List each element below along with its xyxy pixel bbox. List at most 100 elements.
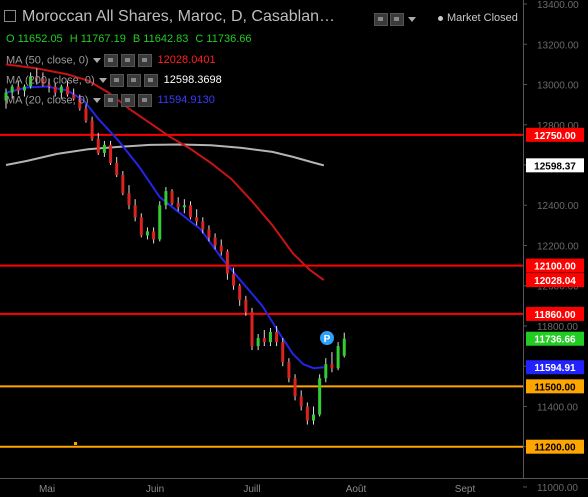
- candle-body: [96, 138, 100, 153]
- pivot-marker-label: P: [324, 334, 331, 345]
- ma20-legend[interactable]: MA (20, close, 0) 11594.9130: [6, 94, 215, 107]
- level-price-label: 11860.00: [534, 310, 576, 321]
- candle-body: [41, 78, 45, 85]
- open-value: O 11652.05: [6, 33, 63, 45]
- series-price-label: 12598.37: [534, 161, 576, 172]
- candle-body: [318, 378, 322, 415]
- candle-body: [305, 406, 309, 421]
- candle-body: [312, 414, 315, 421]
- y-tick-label: 13000.00: [537, 81, 579, 92]
- candle-body: [256, 338, 260, 347]
- series-price-label-bg: [526, 331, 584, 346]
- eye-icon[interactable]: [374, 13, 388, 27]
- candle-body: [268, 332, 272, 343]
- chevron-down-icon[interactable]: [92, 58, 101, 63]
- close-icon[interactable]: [137, 54, 152, 67]
- candle-body: [139, 217, 143, 236]
- eye-icon[interactable]: [103, 94, 118, 107]
- close-icon[interactable]: [137, 94, 152, 107]
- candle-body: [90, 120, 94, 139]
- candle-body: [336, 346, 340, 369]
- level-price-label-bg: [526, 127, 584, 142]
- settings-icon[interactable]: [126, 74, 141, 87]
- candle-body: [133, 205, 137, 218]
- y-tick-label: 12200.00: [537, 241, 579, 252]
- ma20-label: MA (20, close, 0): [6, 94, 89, 107]
- candle-body: [238, 285, 242, 300]
- settings-icon[interactable]: [120, 54, 135, 67]
- candle-body: [342, 338, 346, 356]
- ma200-legend[interactable]: MA (200, close, 0) 12598.3698: [6, 74, 222, 87]
- candle-body: [109, 144, 113, 163]
- y-tick-label: 12800.00: [537, 121, 579, 132]
- candle-body: [47, 84, 51, 87]
- level-price-label-bg: [526, 258, 584, 273]
- candle-body: [201, 221, 205, 230]
- y-tick-label: 11400.00: [537, 402, 578, 413]
- candle-body: [53, 86, 57, 93]
- settings-icon[interactable]: [120, 94, 135, 107]
- y-tick-label: 12400.00: [537, 201, 579, 212]
- candle-body: [84, 108, 88, 121]
- close-icon[interactable]: [143, 74, 158, 87]
- level-price-label: 11200.00: [534, 443, 576, 454]
- candle-body: [59, 86, 63, 93]
- candle-body: [72, 94, 76, 99]
- ma20-value: 11594.9130: [157, 94, 215, 107]
- candle-body: [275, 332, 279, 343]
- title-controls: [372, 11, 416, 29]
- candle-body: [225, 251, 229, 274]
- x-tick-label: Sept: [455, 484, 476, 495]
- candle-body: [16, 86, 20, 91]
- ma50-legend[interactable]: MA (50, close, 0) 12028.0401: [6, 54, 216, 67]
- series-price-label-bg: [526, 273, 584, 288]
- candle-body: [115, 162, 119, 176]
- status-dot-icon: [438, 15, 443, 21]
- eye-icon[interactable]: [103, 54, 118, 67]
- candle-body: [22, 86, 26, 91]
- x-tick-label: Août: [346, 484, 367, 495]
- y-tick-label: 13200.00: [537, 40, 579, 51]
- ma50-line: [5, 63, 325, 281]
- candle-body: [158, 205, 162, 240]
- candle-body: [121, 175, 125, 194]
- candle-body: [78, 98, 82, 109]
- candle-body: [145, 231, 149, 236]
- series-price-label-bg: [526, 360, 584, 375]
- candle-body: [232, 273, 236, 286]
- candle-body: [4, 92, 8, 101]
- settings-icon[interactable]: [390, 13, 404, 27]
- ma200-line: [5, 143, 325, 167]
- candle-body: [207, 229, 211, 238]
- market-status-text: Market Closed: [447, 12, 518, 24]
- high-value: H 11767.19: [69, 33, 126, 45]
- candle-body: [164, 191, 168, 206]
- candle-body: [170, 191, 174, 204]
- orange-marker: [74, 442, 77, 445]
- candle-body: [330, 364, 334, 369]
- candle-body: [219, 245, 223, 252]
- level-price-label-bg: [526, 379, 584, 394]
- x-tick-label: Juin: [146, 484, 164, 495]
- y-tick-label: 12000.00: [537, 282, 579, 293]
- candle-body: [262, 338, 266, 343]
- collapse-legend-button[interactable]: [4, 10, 16, 22]
- level-price-label: 12100.00: [534, 262, 576, 273]
- y-tick-label: 11000.00: [537, 483, 578, 494]
- low-value: B 11642.83: [132, 33, 189, 45]
- chart-title: Moroccan All Shares, Maroc, D, Casablan…: [22, 8, 336, 25]
- candle-body: [10, 86, 14, 93]
- candle-body: [287, 362, 291, 379]
- candle-body: [127, 193, 131, 206]
- chevron-down-icon[interactable]: [408, 17, 416, 23]
- eye-icon[interactable]: [109, 74, 124, 87]
- level-price-label: 12750.00: [534, 131, 576, 142]
- ma200-value: 12598.3698: [163, 74, 222, 87]
- y-tick-label: 13400.00: [537, 0, 579, 11]
- candle-body: [195, 217, 199, 222]
- chevron-down-icon[interactable]: [98, 78, 107, 83]
- x-tick-label: Juill: [243, 484, 260, 495]
- chevron-down-icon[interactable]: [92, 98, 101, 103]
